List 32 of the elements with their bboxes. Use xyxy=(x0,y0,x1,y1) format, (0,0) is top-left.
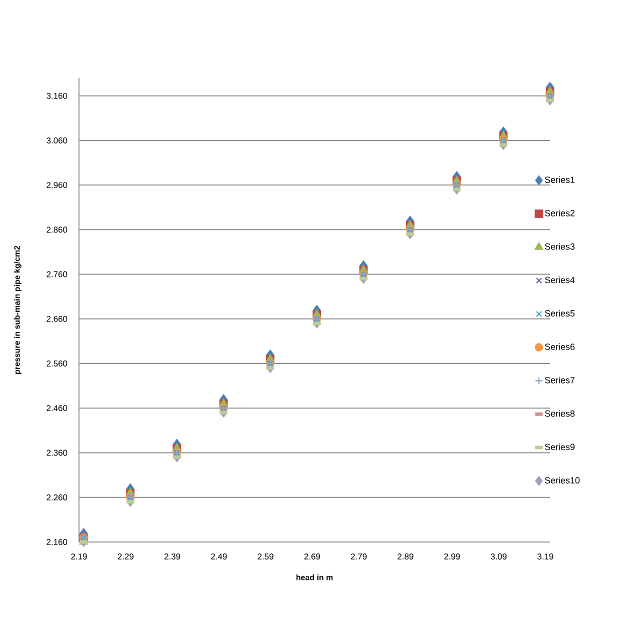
y-tick-label: 2.460 xyxy=(46,405,68,412)
x-tick-label: 3.19 xyxy=(537,554,554,560)
legend-label: Series3 xyxy=(544,243,575,250)
legend-label: Series5 xyxy=(544,310,575,317)
y-tick-label: 2.260 xyxy=(46,494,68,500)
legend-label: Series9 xyxy=(544,444,575,450)
x-tick-label: 2.29 xyxy=(118,554,134,560)
y-tick-label: 3.060 xyxy=(46,137,68,144)
x-tick-label: 2.89 xyxy=(398,554,414,560)
legend-label: Series7 xyxy=(544,376,575,384)
y-tick-label: 2.660 xyxy=(46,316,68,322)
y-tick-label: 3.160 xyxy=(46,92,68,99)
legend-label: Series1 xyxy=(544,176,575,183)
y-tick-label: 2.360 xyxy=(46,450,68,456)
x-tick-label: 2.59 xyxy=(258,554,274,560)
x-tick-label: 2.39 xyxy=(164,554,180,560)
legend-label: Series2 xyxy=(544,210,575,216)
x-tick-label: 2.99 xyxy=(444,554,460,560)
x-tick-label: 2.69 xyxy=(304,554,320,560)
legend-label: Series4 xyxy=(544,276,575,284)
y-tick-label: 2.860 xyxy=(46,226,68,233)
x-tick-label: 2.49 xyxy=(211,554,227,560)
x-tick-label: 2.19 xyxy=(71,554,87,560)
x-tick-label: 3.09 xyxy=(490,554,507,560)
legend-label: Series8 xyxy=(544,410,575,417)
y-tick-label: 2.560 xyxy=(46,360,68,367)
x-tick-label: 2.79 xyxy=(350,554,367,560)
legend-label: Series6 xyxy=(544,343,575,350)
legend-label: Series10 xyxy=(544,476,580,484)
y-tick-label: 2.760 xyxy=(46,271,68,278)
y-tick-label: 2.160 xyxy=(46,538,68,545)
y-tick-label: 2.960 xyxy=(46,182,68,188)
